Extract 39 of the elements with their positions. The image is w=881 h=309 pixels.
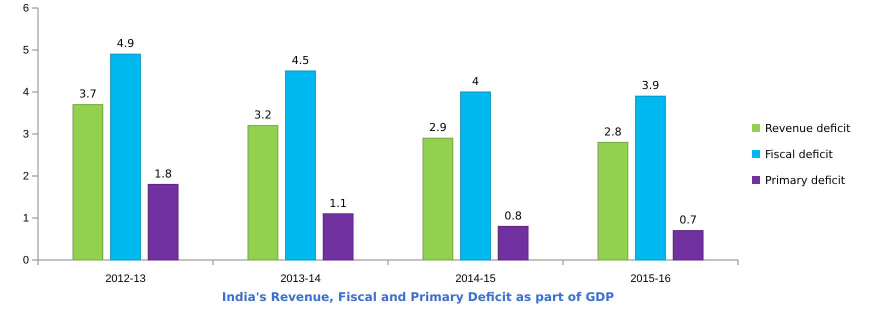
- x-tick-label: 2015-16: [630, 272, 671, 285]
- y-tick-label: 6: [22, 2, 29, 15]
- bar: [248, 125, 278, 260]
- data-label: 4.9: [116, 37, 134, 50]
- text: India's Revenue, Fiscal and Primary Deficit as part of GDP: [222, 290, 614, 304]
- bar: [322, 213, 354, 260]
- legend-label: Fiscal deficit: [765, 148, 834, 161]
- bar: [72, 104, 104, 260]
- x-tick-label: 2014-15: [455, 272, 496, 285]
- bar: [285, 70, 316, 260]
- data-label: 3.7: [79, 88, 97, 101]
- bar: [498, 226, 528, 260]
- data-label: 1.1: [329, 196, 347, 210]
- legend-label: Revenue deficit: [765, 122, 852, 135]
- bar: [422, 138, 454, 260]
- data-label: 3.2: [254, 108, 272, 122]
- y-tick-label: 1: [22, 212, 29, 225]
- data-label: 2.9: [429, 121, 447, 134]
- bar: [460, 92, 491, 260]
- data-label: 0.8: [504, 209, 522, 222]
- data-label: 0.7: [679, 214, 697, 227]
- bar: [148, 184, 178, 260]
- data-label: 3.9: [642, 79, 660, 92]
- y-tick-label: 2: [22, 170, 29, 183]
- y-tick-label: 0: [22, 254, 29, 267]
- bar: [672, 230, 704, 260]
- bar: [598, 142, 628, 260]
- legend-label: Primary deficit: [765, 174, 846, 187]
- y-tick-label: 5: [22, 44, 29, 57]
- x-tick-label: 2012-13: [105, 272, 146, 285]
- y-tick-label: 3: [22, 128, 29, 141]
- data-label: 1.8: [154, 167, 172, 180]
- bar: [635, 96, 666, 260]
- data-label: 4.5: [292, 54, 310, 67]
- data-label: 4: [472, 75, 479, 88]
- bar: [110, 54, 141, 260]
- data-label: 2.8: [604, 125, 622, 138]
- y-tick-label: 4: [22, 86, 29, 99]
- x-tick-label: 2013-14: [280, 272, 321, 285]
